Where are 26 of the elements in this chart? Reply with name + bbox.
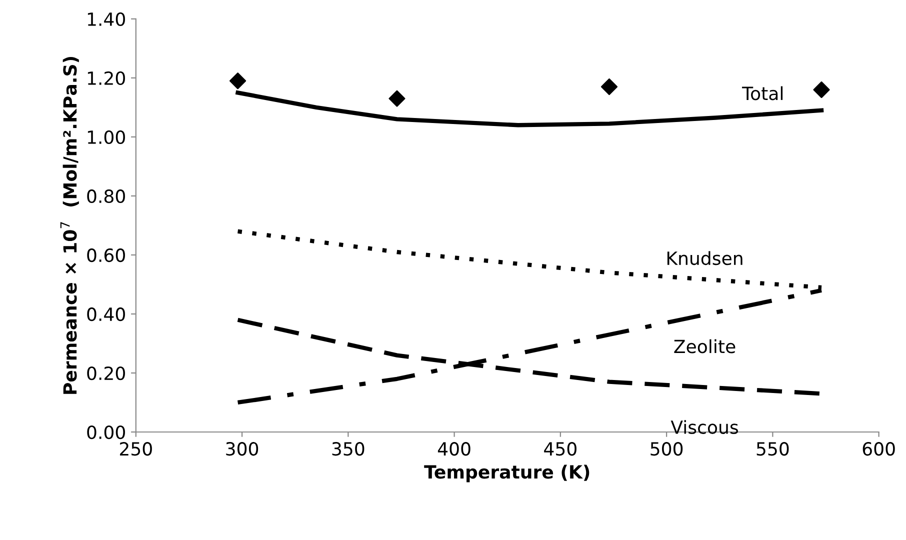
y-tick-label: 0.80	[87, 189, 125, 204]
point	[600, 78, 618, 96]
y-tick-label: 0.20	[87, 366, 125, 380]
y-tick-label: 0.60	[87, 248, 125, 262]
y-tick-label: 1.00	[88, 130, 125, 144]
x-axis-title: Temperature (K)	[424, 464, 590, 482]
y-tick-label: 1.20	[88, 71, 125, 86]
series-label: Knudsen	[667, 251, 742, 266]
point	[229, 72, 246, 90]
x-tick-label: 450	[544, 442, 576, 456]
point	[388, 90, 406, 107]
series-label: Viscous	[670, 420, 738, 434]
x-tick-label: 600	[862, 442, 895, 456]
text: Permeance × 10$^{7}$ (Mol/m².KPa.S)	[60, 57, 79, 394]
y-tick-label: 0.40	[87, 307, 125, 322]
x-tick-label: 400	[438, 442, 470, 456]
x-tick-label: 300	[226, 442, 258, 456]
series-label: Zeolite	[674, 339, 736, 354]
x-tick-label: 550	[756, 442, 789, 456]
series-label: Total	[742, 86, 783, 100]
y-tick-label: 1.40	[88, 12, 125, 26]
x-tick-label: 250	[120, 442, 152, 456]
x-tick-label: 350	[332, 442, 364, 456]
y-tick-label: 0.00	[87, 425, 125, 440]
x-tick-label: 500	[650, 442, 683, 456]
point	[813, 81, 830, 98]
